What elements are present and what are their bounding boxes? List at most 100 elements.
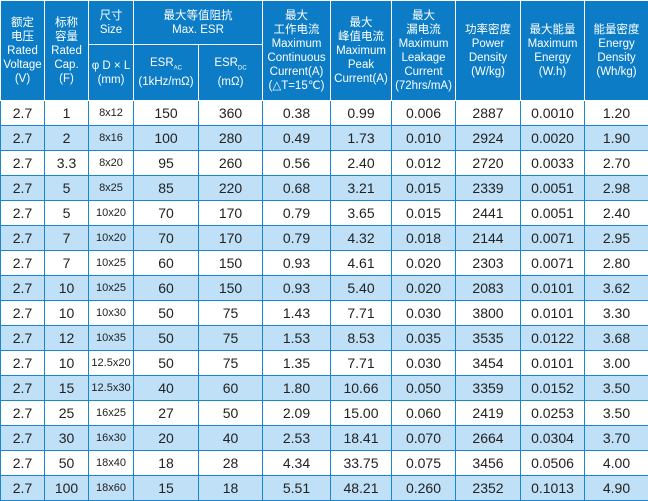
table-cell: 0.070 bbox=[392, 426, 456, 451]
header-line: 最大 bbox=[392, 9, 455, 23]
table-cell: 0.060 bbox=[392, 401, 456, 426]
header-line: (F) bbox=[45, 72, 88, 86]
table-cell: 2339 bbox=[456, 176, 521, 201]
table-cell: 0.006 bbox=[392, 101, 456, 126]
table-cell: 10x20 bbox=[89, 226, 134, 251]
table-cell: 10x35 bbox=[89, 326, 134, 351]
table-cell: 0.075 bbox=[392, 451, 456, 476]
header-line: (W.h) bbox=[521, 65, 584, 79]
table-cell: 3.65 bbox=[331, 201, 392, 226]
table-cell: 3.50 bbox=[585, 401, 648, 426]
table-cell: 0.018 bbox=[392, 226, 456, 251]
table-cell: 20 bbox=[134, 426, 199, 451]
table-cell: 33.75 bbox=[331, 451, 392, 476]
table-cell: 4.61 bbox=[331, 251, 392, 276]
table-cell: 0.020 bbox=[392, 276, 456, 301]
table-cell: 2 bbox=[45, 126, 89, 151]
header-line: Energy bbox=[521, 51, 584, 65]
table-cell: 2.7 bbox=[1, 326, 45, 351]
table-cell: 3456 bbox=[456, 451, 521, 476]
table-cell: 0.050 bbox=[392, 376, 456, 401]
header-line: (W/kg) bbox=[456, 65, 520, 79]
table-cell: 5.40 bbox=[331, 276, 392, 301]
table-cell: 30 bbox=[45, 426, 89, 451]
table-cell: 18.41 bbox=[331, 426, 392, 451]
table-cell: 2720 bbox=[456, 151, 521, 176]
table-cell: 4.90 bbox=[585, 476, 648, 501]
table-cell: 0.035 bbox=[392, 326, 456, 351]
table-cell: 3.30 bbox=[585, 301, 648, 326]
table-cell: 0.0051 bbox=[521, 201, 585, 226]
table-cell: 0.010 bbox=[392, 126, 456, 151]
header-line: 最大 bbox=[263, 9, 330, 23]
table-cell: 7.71 bbox=[331, 351, 392, 376]
table-cell: 2441 bbox=[456, 201, 521, 226]
table-cell: 2.7 bbox=[1, 201, 45, 226]
table-cell: 60 bbox=[134, 276, 199, 301]
table-cell: 3.00 bbox=[585, 351, 648, 376]
esr-dc-unit: (mΩ) bbox=[218, 76, 244, 88]
table-cell: 50 bbox=[134, 301, 199, 326]
table-cell: 2.7 bbox=[1, 401, 45, 426]
header-line: Size bbox=[89, 23, 133, 37]
header-line: 能量密度 bbox=[585, 23, 648, 37]
header-line: (mm) bbox=[89, 73, 133, 87]
table-cell: 2419 bbox=[456, 401, 521, 426]
table-cell: 0.0152 bbox=[521, 376, 585, 401]
table-cell: 2.7 bbox=[1, 251, 45, 276]
table-cell: 40 bbox=[199, 426, 263, 451]
table-cell: 3.3 bbox=[45, 151, 89, 176]
table-cell: 60 bbox=[199, 376, 263, 401]
table-cell: 10 bbox=[45, 301, 89, 326]
table-cell: 25 bbox=[45, 401, 89, 426]
table-cell: 0.0304 bbox=[521, 426, 585, 451]
header-line: φ D × L bbox=[89, 59, 133, 73]
table-cell: 2.7 bbox=[1, 301, 45, 326]
table-cell: 15.00 bbox=[331, 401, 392, 426]
table-cell: 75 bbox=[199, 301, 263, 326]
table-cell: 10.66 bbox=[331, 376, 392, 401]
table-cell: 0.030 bbox=[392, 301, 456, 326]
table-cell: 2924 bbox=[456, 126, 521, 151]
header-line: 尺寸 bbox=[89, 9, 133, 23]
table-cell: 28 bbox=[199, 451, 263, 476]
table-cell: 170 bbox=[199, 201, 263, 226]
table-cell: 2.7 bbox=[1, 276, 45, 301]
header-line: Energy bbox=[585, 37, 648, 51]
table-cell: 100 bbox=[45, 476, 89, 501]
table-cell: 16x30 bbox=[89, 426, 134, 451]
header-line: 最大能量 bbox=[521, 23, 584, 37]
table-cell: 70 bbox=[134, 201, 199, 226]
table-cell: 18x40 bbox=[89, 451, 134, 476]
table-cell: 0.56 bbox=[263, 151, 331, 176]
table-cell: 60 bbox=[134, 251, 199, 276]
table-cell: 0.260 bbox=[392, 476, 456, 501]
header-line: 最大 bbox=[331, 16, 391, 30]
table-cell: 12 bbox=[45, 326, 89, 351]
table-cell: 2.7 bbox=[1, 101, 45, 126]
table-cell: 0.0033 bbox=[521, 151, 585, 176]
table-cell: 0.0101 bbox=[521, 301, 585, 326]
table-cell: 3535 bbox=[456, 326, 521, 351]
table-cell: 95 bbox=[134, 151, 199, 176]
table-cell: 3359 bbox=[456, 376, 521, 401]
header-line: Density bbox=[456, 51, 520, 65]
table-cell: 10x30 bbox=[89, 301, 134, 326]
header-line: 电压 bbox=[1, 30, 44, 44]
header-line: 峰值电流 bbox=[331, 30, 391, 44]
table-cell: 2.7 bbox=[1, 426, 45, 451]
header-line: (V) bbox=[1, 72, 44, 86]
table-cell: 0.015 bbox=[392, 201, 456, 226]
table-cell: 18 bbox=[199, 476, 263, 501]
table-cell: 2.95 bbox=[585, 226, 648, 251]
